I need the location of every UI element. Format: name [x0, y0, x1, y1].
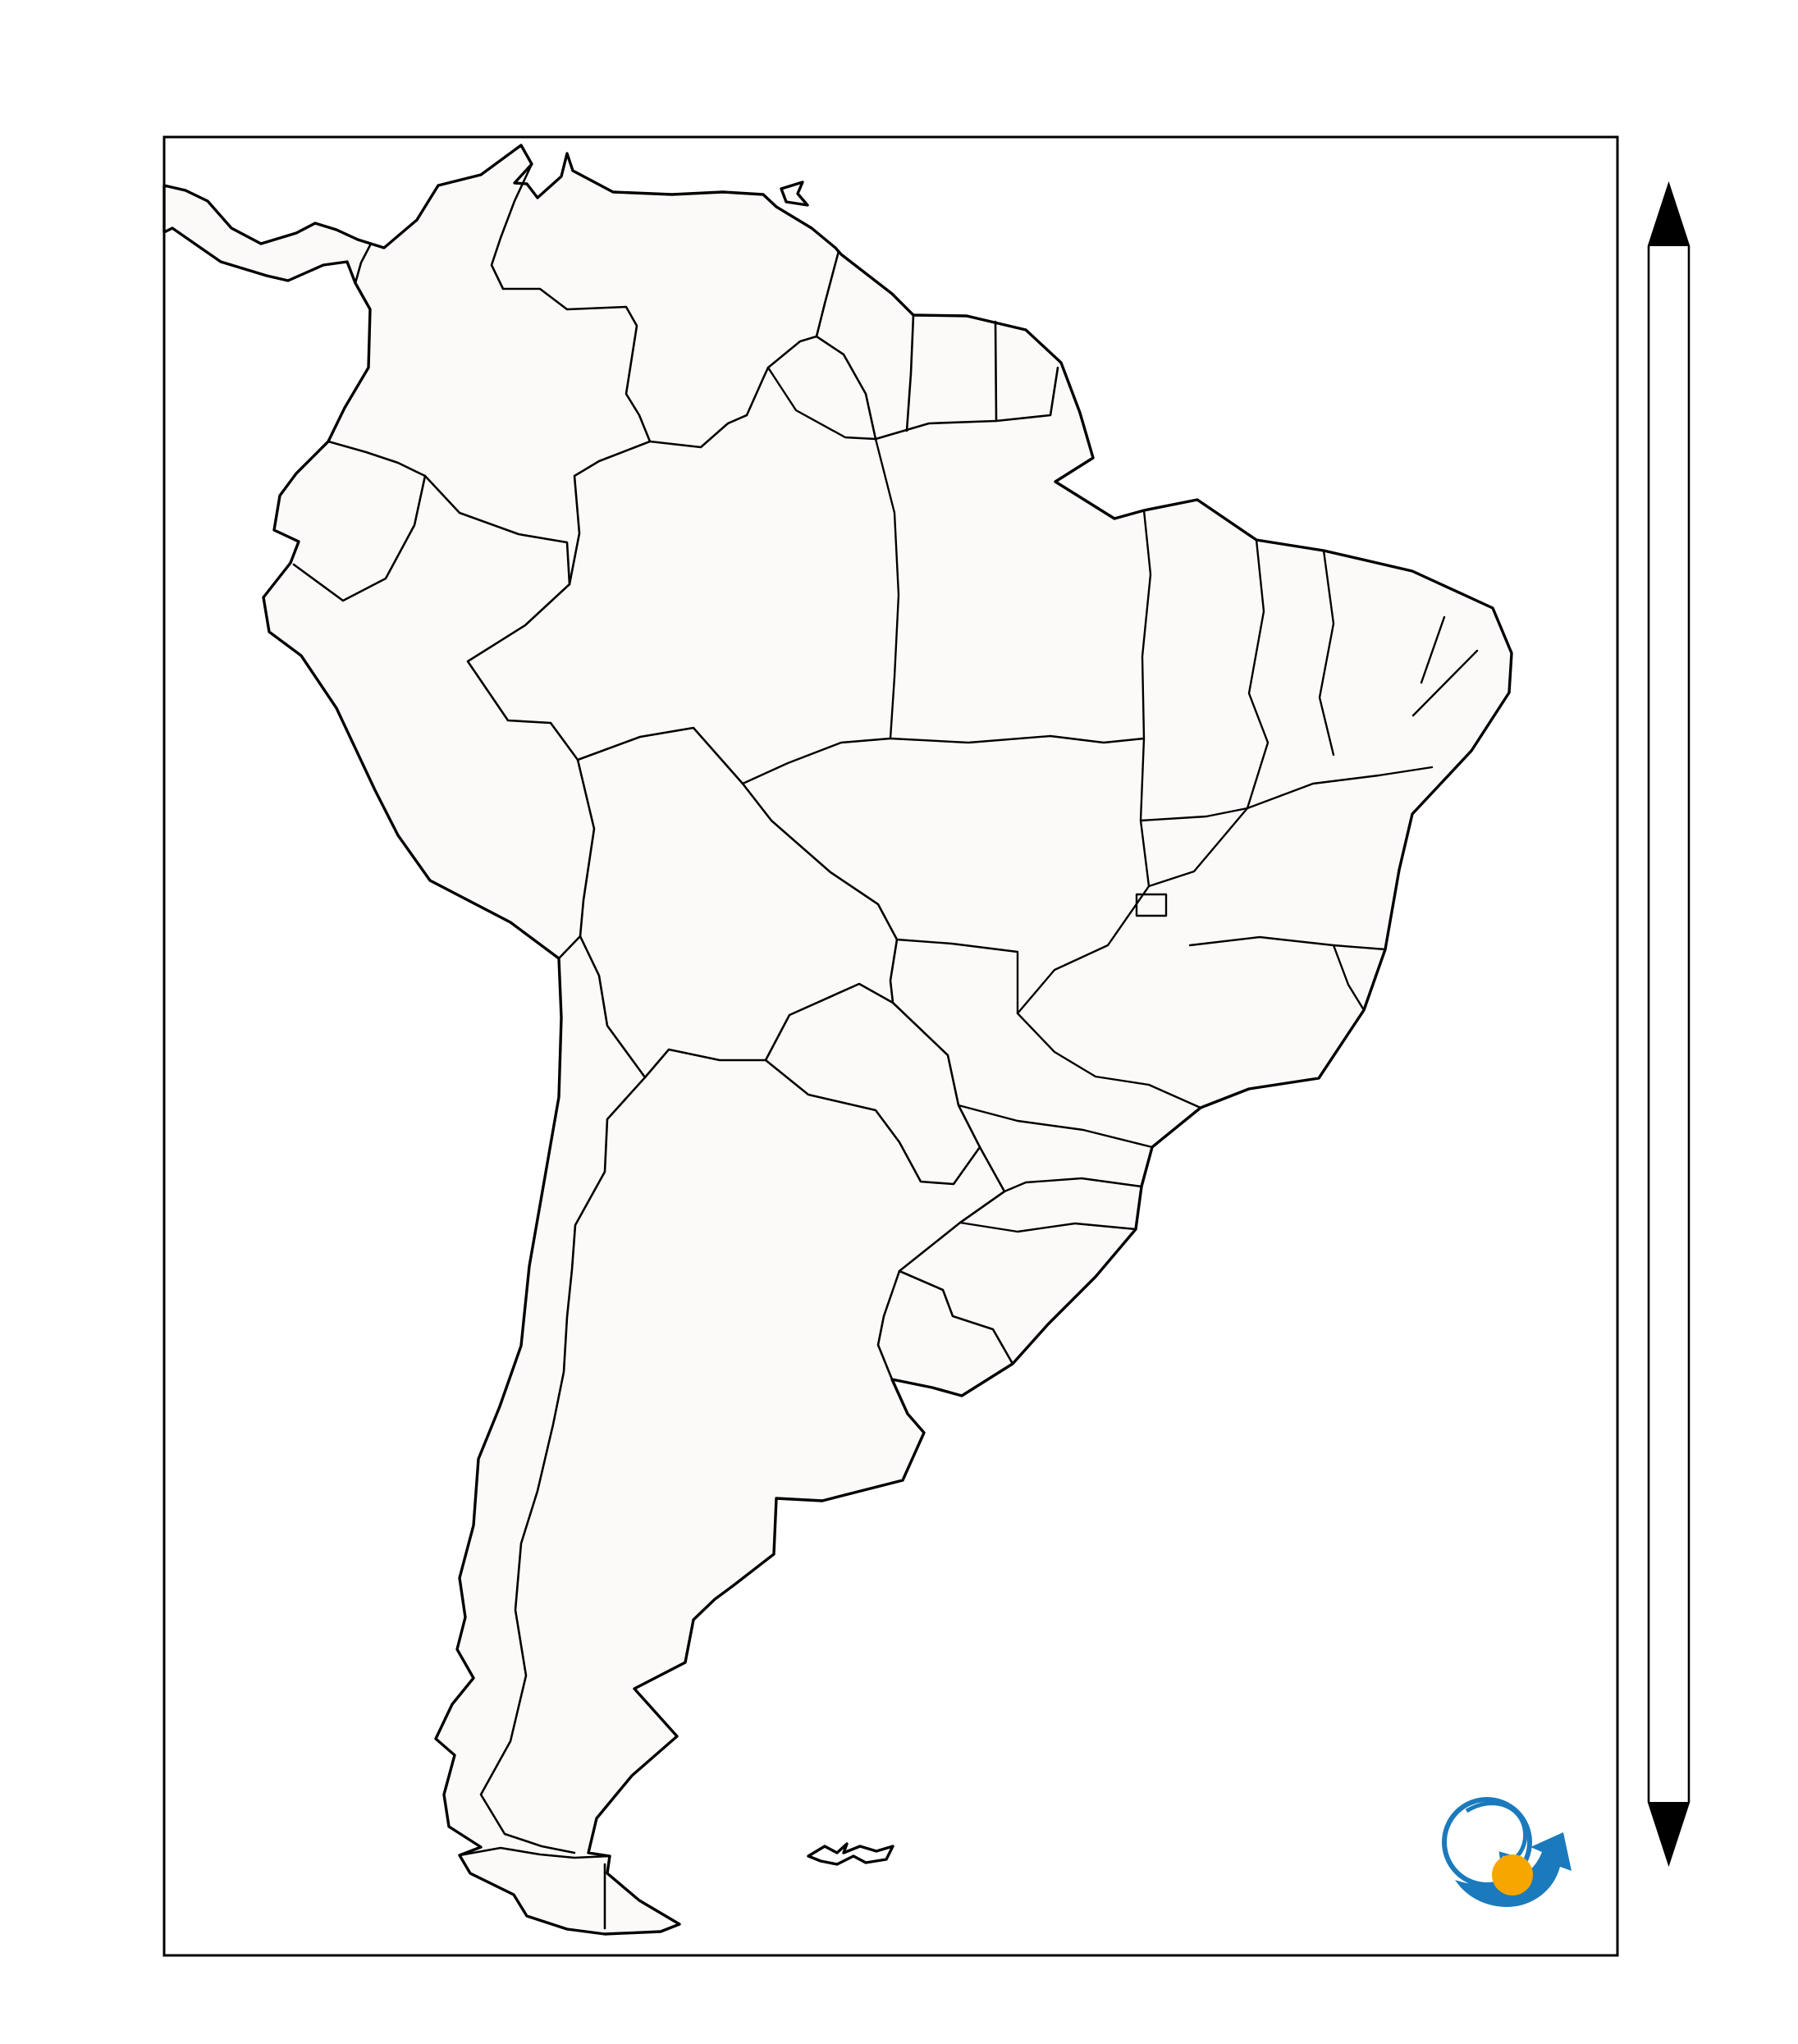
- map-frame: [162, 135, 1619, 1957]
- inpe-logo-circle: [1442, 1797, 1532, 1887]
- border-colombia-ecuador: [327, 440, 427, 478]
- south-america-coastline: [162, 144, 1513, 1936]
- border-bolivia-paraguay: [764, 982, 894, 1062]
- colorbar: [1647, 181, 1690, 1868]
- border-peru-chile: [557, 935, 582, 960]
- border-paraguay-brazil: [891, 1001, 981, 1149]
- trinidad-island: [780, 181, 809, 207]
- border-argentina-brazil: [898, 1145, 1006, 1273]
- border-magellan-strait: [458, 1846, 611, 1859]
- border-guyana-suriname: [905, 313, 915, 432]
- border-panama-colombia: [354, 242, 373, 285]
- colorbar-outline: [1647, 181, 1690, 1868]
- state-borders: [741, 366, 1479, 1233]
- border-chile-argentina: [479, 1076, 647, 1854]
- border-bolivia-chile: [579, 935, 647, 1079]
- inpe-logo-swoosh-arrow: [1455, 1832, 1572, 1907]
- colorbar-arrow-top: [1649, 185, 1689, 246]
- falkland-islands: [807, 1842, 894, 1866]
- border-brazil-guyana: [815, 335, 877, 441]
- border-ecuador-peru: [292, 474, 427, 602]
- inpe-logo: [1442, 1797, 1572, 1907]
- border-paraguay-argentina: [764, 1059, 981, 1186]
- border-colombia-peru: [423, 474, 571, 586]
- colorbar-arrow-bottom: [1649, 1802, 1689, 1863]
- border-colombia-brazil: [568, 440, 652, 586]
- border-argentina-uruguay: [876, 1269, 901, 1381]
- border-brazil-uruguay: [898, 1269, 1014, 1365]
- inpe-logo-orange-ball: [1492, 1854, 1533, 1895]
- colorbar-gradient: [1649, 246, 1689, 1802]
- inpe-logo-inner-arrow: [1465, 1801, 1528, 1864]
- border-bolivia-argentina: [643, 1048, 767, 1079]
- border-suriname-guiana: [994, 320, 998, 423]
- country-borders: [292, 162, 1059, 1930]
- border-venezuela-brazil: [648, 366, 770, 449]
- border-peru-bolivia: [576, 758, 596, 938]
- border-peru-brazil: [466, 583, 579, 761]
- border-bolivia-brazil: [576, 726, 899, 1004]
- border-colombia-venezuela: [490, 162, 652, 443]
